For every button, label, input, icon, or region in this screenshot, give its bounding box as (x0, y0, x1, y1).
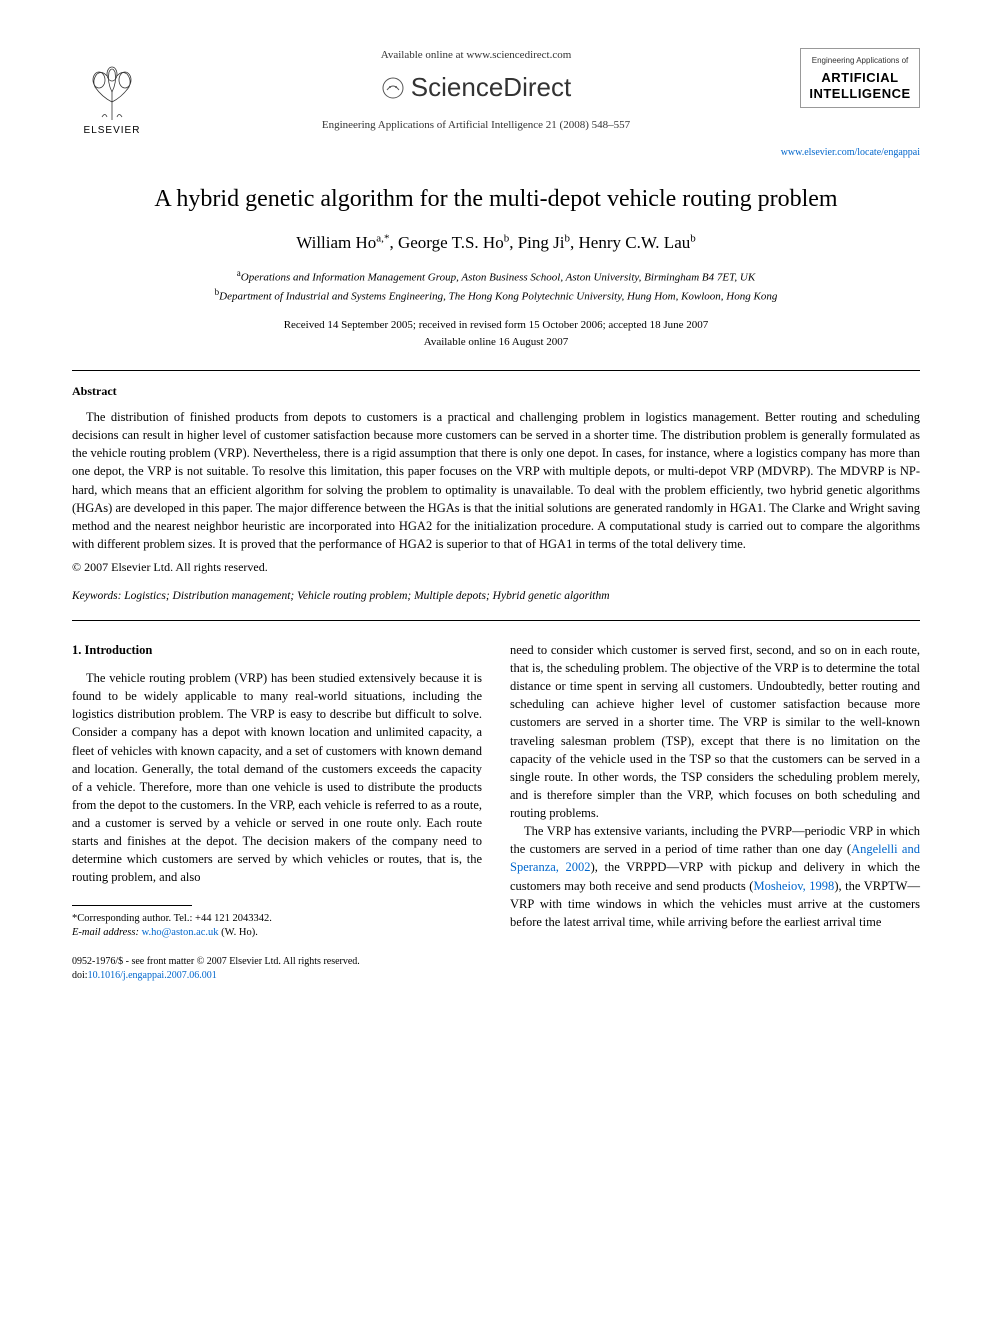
affiliation-b: bDepartment of Industrial and Systems En… (72, 286, 920, 305)
intro-col2-p2: The VRP has extensive variants, includin… (510, 822, 920, 931)
email-label: E-mail address: (72, 927, 139, 938)
author-4-aff: b (690, 233, 696, 245)
column-left: 1. Introduction The vehicle routing prob… (72, 641, 482, 983)
center-header: Available online at www.sciencedirect.co… (152, 48, 800, 133)
keywords-text: Logistics; Distribution management; Vehi… (121, 590, 609, 602)
corresponding-author-footnote: *Corresponding author. Tel.: +44 121 204… (72, 912, 482, 941)
citation-line: Engineering Applications of Artificial I… (168, 118, 784, 133)
footnote-separator (72, 905, 192, 906)
affiliations: aOperations and Information Management G… (72, 267, 920, 305)
column-right: need to consider which customer is serve… (510, 641, 920, 983)
journal-link-text: www.elsevier.com/locate/engappai (781, 147, 920, 158)
footer-block: 0952-1976/$ - see front matter © 2007 El… (72, 955, 482, 983)
authors-line: William Hoa,*, George T.S. Hob, Ping Jib… (72, 231, 920, 255)
elsevier-tree-icon (77, 62, 147, 122)
author-1-aff: a, (376, 233, 384, 245)
elsevier-label: ELSEVIER (84, 124, 141, 138)
abstract-heading: Abstract (72, 383, 920, 400)
rule-before-abstract (72, 370, 920, 371)
page-root: ELSEVIER Available online at www.science… (0, 0, 992, 1023)
journal-box-title-2: INTELLIGENCE (809, 86, 911, 102)
abstract-body: The distribution of finished products fr… (72, 408, 920, 553)
aff-b-text: Department of Industrial and Systems Eng… (219, 291, 777, 303)
corr-email-line: E-mail address: w.ho@aston.ac.uk (W. Ho)… (72, 926, 482, 941)
intro-col2-p1: need to consider which customer is serve… (510, 641, 920, 822)
author-1: William Ho (296, 233, 376, 252)
intro-col1-p1: The vehicle routing problem (VRP) has be… (72, 669, 482, 887)
article-dates: Received 14 September 2005; received in … (72, 317, 920, 350)
corr-author-line: *Corresponding author. Tel.: +44 121 204… (72, 912, 482, 927)
dates-received: Received 14 September 2005; received in … (72, 317, 920, 334)
journal-cover-box: Engineering Applications of ARTIFICIAL I… (800, 48, 920, 108)
sciencedirect-brand: ScienceDirect (168, 69, 784, 105)
affiliation-a: aOperations and Information Management G… (72, 267, 920, 286)
keywords-line: Keywords: Logistics; Distribution manage… (72, 588, 920, 604)
author-1-corr: * (384, 233, 390, 245)
journal-right-block: Engineering Applications of ARTIFICIAL I… (800, 48, 920, 108)
section-1-heading: 1. Introduction (72, 641, 482, 659)
header-row: ELSEVIER Available online at www.science… (72, 48, 920, 138)
journal-box-title-1: ARTIFICIAL (809, 70, 911, 86)
author-2: George T.S. Ho (398, 233, 504, 252)
sciencedirect-label: ScienceDirect (411, 69, 571, 105)
author-3-aff: b (565, 233, 571, 245)
elsevier-logo: ELSEVIER (72, 48, 152, 138)
email-who: (W. Ho). (219, 927, 258, 938)
author-4: Henry C.W. Lau (579, 233, 691, 252)
footer-doi-line: doi:10.1016/j.engappai.2007.06.001 (72, 969, 482, 983)
rule-after-keywords (72, 620, 920, 621)
two-column-body: 1. Introduction The vehicle routing prob… (72, 641, 920, 983)
journal-homepage-link[interactable]: www.elsevier.com/locate/engappai (72, 146, 920, 160)
dates-available: Available online 16 August 2007 (72, 334, 920, 351)
citation-link-2[interactable]: Mosheiov, 1998 (753, 879, 834, 893)
doi-label: doi: (72, 970, 88, 981)
footer-copyright: 0952-1976/$ - see front matter © 2007 El… (72, 955, 482, 969)
author-2-aff: b (504, 233, 510, 245)
author-3: Ping Ji (518, 233, 565, 252)
email-link[interactable]: w.ho@aston.ac.uk (142, 927, 219, 938)
journal-box-supertitle: Engineering Applications of (809, 55, 911, 66)
aff-a-text: Operations and Information Management Gr… (241, 272, 755, 284)
doi-link[interactable]: 10.1016/j.engappai.2007.06.001 (88, 970, 217, 981)
abstract-copyright: © 2007 Elsevier Ltd. All rights reserved… (72, 559, 920, 576)
sciencedirect-icon (381, 76, 405, 100)
article-title: A hybrid genetic algorithm for the multi… (72, 184, 920, 215)
available-online-text: Available online at www.sciencedirect.co… (168, 48, 784, 63)
keywords-label: Keywords: (72, 590, 121, 602)
